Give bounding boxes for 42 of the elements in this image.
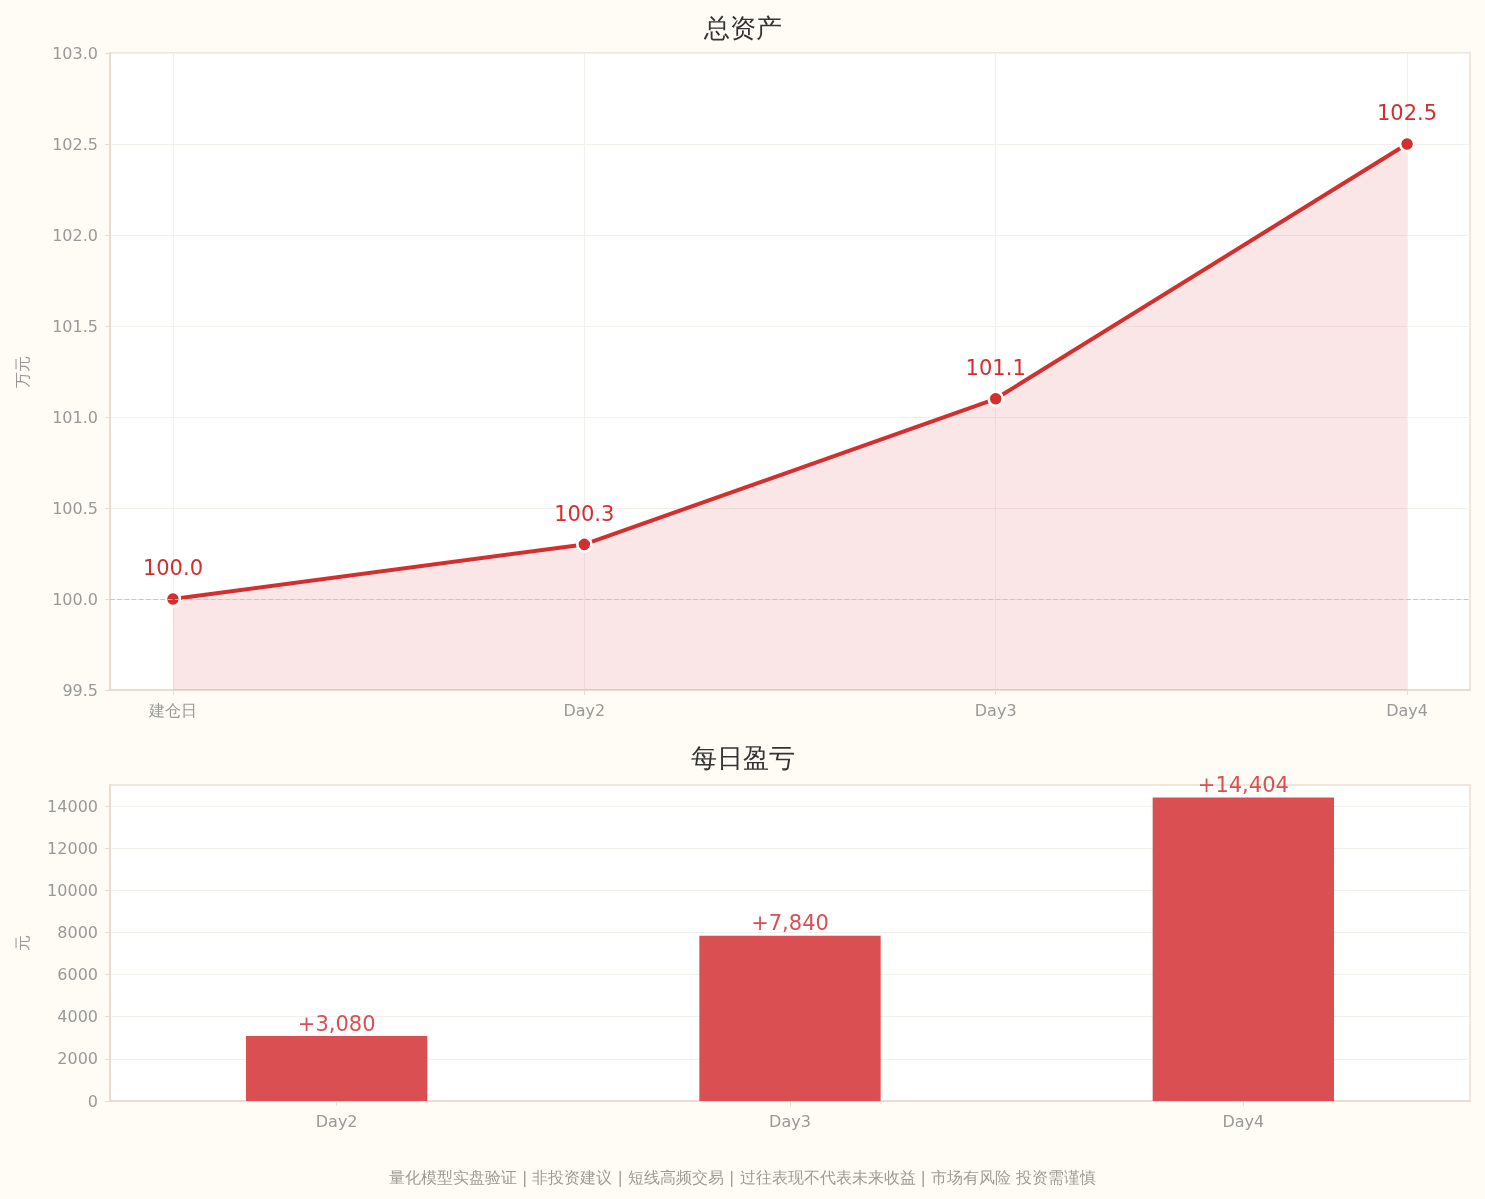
y-tick-label: 100.0	[52, 589, 98, 609]
y-tick-label: 101.0	[52, 407, 98, 427]
y-tick-label: 102.5	[52, 134, 98, 154]
y-tick-label: 10000	[47, 880, 98, 900]
x-tick-label: Day3	[769, 1111, 811, 1131]
x-tick-label: Day4	[1386, 700, 1428, 720]
data-label: 102.5	[1377, 101, 1438, 126]
x-tick-label: Day3	[974, 700, 1017, 720]
x-tick-label: 建仓日	[147, 700, 197, 720]
y-tick-label: 14000	[47, 796, 98, 816]
y-tick-label: 103.0	[52, 43, 98, 63]
chart-title: 每日盈亏	[690, 743, 795, 773]
y-axis-title: 万元	[12, 355, 32, 388]
y-tick-label: 102.0	[52, 225, 98, 245]
bar	[1152, 797, 1334, 1101]
y-tick-label: 8000	[57, 922, 98, 942]
y-tick-label: 99.5	[62, 680, 98, 700]
x-tick-label: Day2	[315, 1111, 358, 1131]
point	[576, 536, 593, 553]
data-label: +3,080	[297, 1011, 376, 1036]
y-tick-label: 101.5	[52, 316, 98, 336]
data-label: +14,404	[1197, 773, 1289, 798]
data-label: 100.0	[142, 556, 203, 581]
y-tick-label: 12000	[47, 838, 98, 858]
chart-title: 总资产	[702, 13, 782, 43]
y-tick-label: 0	[87, 1091, 98, 1111]
text: 量化模型实盘验证 | 非投资建议 | 短线高频交易 | 过往表现不代表未来收益 | 市场有风险 投资需谨慎	[388, 1167, 1097, 1187]
bar	[699, 935, 881, 1101]
x-tick-label: Day2	[563, 700, 606, 720]
y-axis-title: 元	[12, 935, 32, 951]
point	[1398, 135, 1416, 153]
y-tick-label: 4000	[57, 1007, 98, 1027]
bar	[246, 1036, 428, 1101]
y-tick-label: 2000	[57, 1049, 98, 1069]
data-label: +7,840	[751, 911, 829, 936]
data-label: 100.3	[554, 501, 615, 526]
y-tick-label: 100.5	[52, 498, 98, 518]
point	[987, 390, 1004, 408]
point	[164, 590, 182, 608]
data-label: 101.1	[965, 356, 1026, 381]
y-tick-label: 6000	[57, 965, 98, 985]
x-tick-label: Day4	[1222, 1111, 1265, 1131]
